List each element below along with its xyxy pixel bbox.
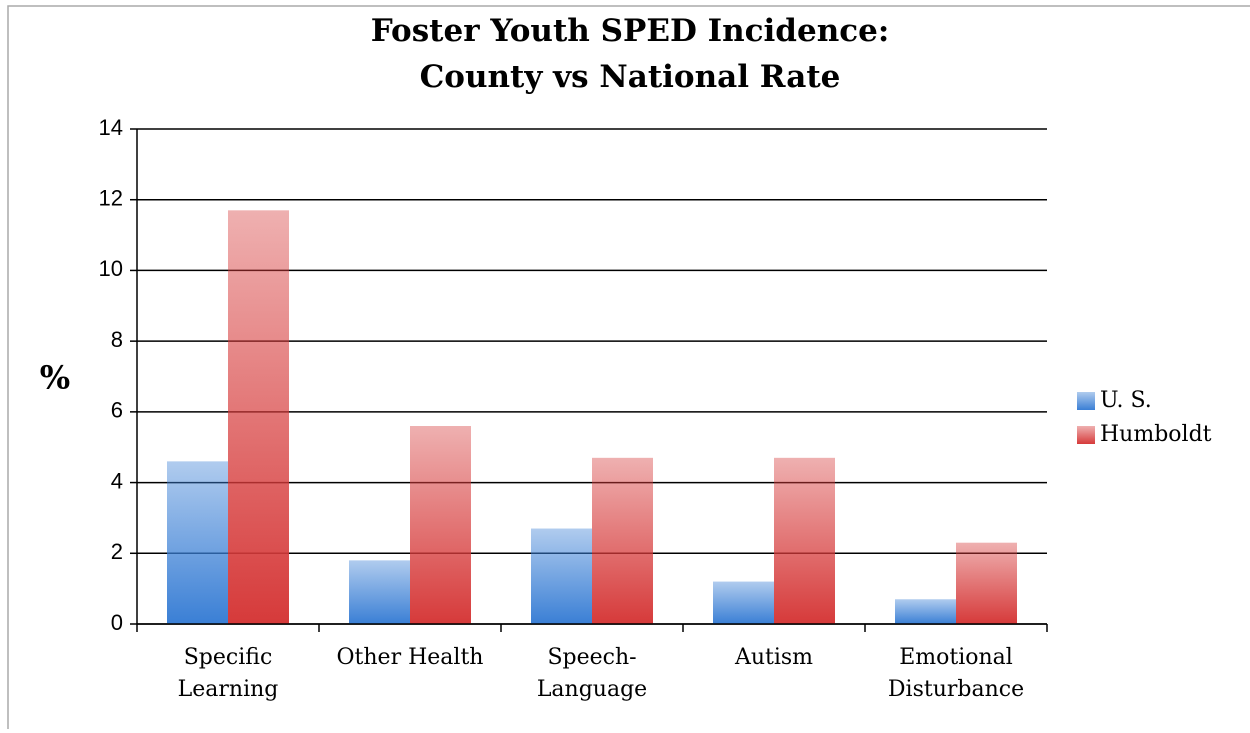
y-tick-label: 2 <box>111 539 123 564</box>
y-axis-label: % <box>40 359 70 397</box>
x-tick-label: Emotional Disturbance <box>888 645 1024 702</box>
frame <box>7 5 1250 729</box>
x-tick-label: Autism <box>734 645 813 670</box>
y-tick-label: 10 <box>99 256 123 281</box>
y-tick-label: 6 <box>111 398 123 423</box>
x-tick-label: Speech-Language <box>537 645 647 702</box>
bar <box>167 461 228 624</box>
bar <box>956 542 1017 624</box>
bar <box>531 528 592 624</box>
legend-swatch <box>1077 426 1095 444</box>
y-tick-label: 8 <box>111 327 123 352</box>
chart-title: Foster Youth SPED Incidence: County vs Na… <box>371 13 890 95</box>
bar <box>774 457 835 624</box>
y-tick-label: 12 <box>99 186 123 211</box>
bar <box>895 599 956 624</box>
y-tick-label: 4 <box>111 468 123 493</box>
legend-swatch <box>1077 392 1095 410</box>
bar <box>410 426 471 624</box>
y-tick-label: 0 <box>111 610 123 635</box>
y-tick-label: 14 <box>99 115 123 140</box>
bar <box>713 581 774 624</box>
x-tick-label: Other Health <box>337 645 484 670</box>
bar <box>592 457 653 624</box>
legend-label: U. S. <box>1100 388 1152 413</box>
bar <box>228 210 289 625</box>
bar <box>349 560 410 624</box>
legend-label: Humboldt <box>1100 422 1212 447</box>
x-tick-label: Specific Learning <box>178 645 279 702</box>
